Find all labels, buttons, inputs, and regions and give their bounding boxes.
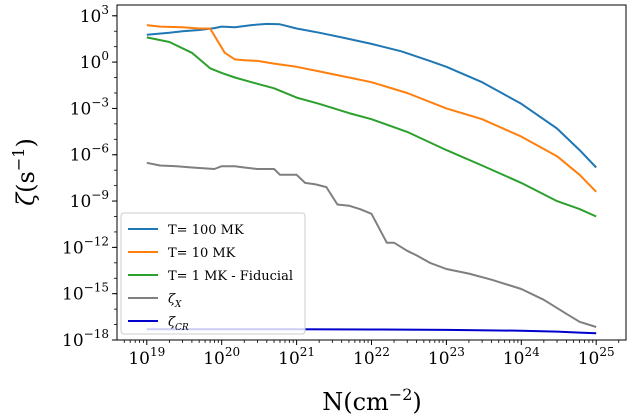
- x-tick-label: 1023: [428, 345, 465, 369]
- x-tick-label: 1022: [353, 345, 390, 369]
- legend-label: ζX: [168, 292, 182, 310]
- y-tick-label: 10−6: [70, 142, 109, 166]
- x-tick-label: 1024: [503, 345, 540, 369]
- y-axis-label: ζ(s−1): [9, 138, 40, 206]
- series-line-2: [146, 36, 597, 218]
- x-tick-label: 1021: [278, 345, 315, 369]
- y-tick-label: 10−15: [62, 281, 109, 305]
- legend-box: [120, 212, 306, 335]
- legend-label: T= 1 MK - Fiducial: [168, 269, 293, 284]
- legend-label: T= 100 MK: [168, 223, 244, 238]
- x-axis-ticks: 1019 1020 1021 1022 1023 1024 1025: [123, 340, 620, 369]
- legend: T= 100 MK T= 10 MK T= 1 MK - Fiducial ζX ζCR: [120, 212, 306, 335]
- series-line-3: [146, 161, 597, 328]
- legend-label: T= 10 MK: [168, 246, 236, 261]
- series-layer: [146, 22, 597, 335]
- y-tick-label: 10−12: [62, 234, 109, 258]
- x-tick-label: 1020: [203, 345, 240, 369]
- y-tick-label: 10−18: [62, 327, 109, 351]
- x-axis-label: N(cm−2): [322, 385, 422, 416]
- y-axis-ticks: 103 100 10−3 10−6 10−9 10−12 10−15 10−18: [62, 3, 117, 351]
- y-tick-label: 10−3: [70, 95, 109, 119]
- legend-items: T= 100 MK T= 10 MK T= 1 MK - Fiducial ζX ζCR: [128, 223, 293, 333]
- y-tick-label: 100: [80, 49, 109, 73]
- series-line-1: [146, 24, 597, 193]
- x-tick-label: 1019: [128, 345, 165, 369]
- y-tick-label: 103: [80, 3, 109, 27]
- legend-label: ζCR: [168, 315, 189, 333]
- plot-frame: [116, 4, 627, 341]
- y-tick-label: 10−9: [70, 188, 109, 212]
- x-tick-label: 1025: [578, 345, 615, 369]
